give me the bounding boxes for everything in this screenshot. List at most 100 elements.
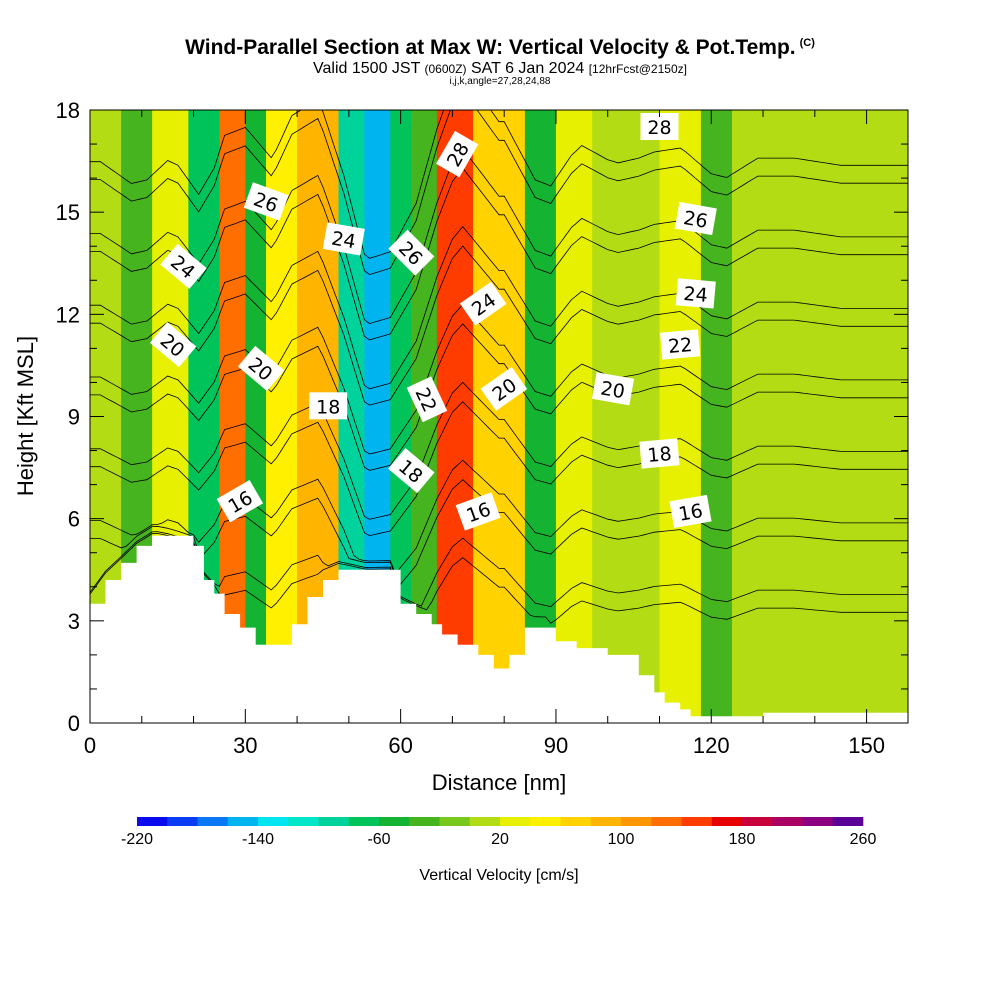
isentrope-label: 18 [639,438,680,469]
colorbar-swatch [742,817,773,826]
velocity-band [245,110,267,723]
colorbar-tick-label: 20 [491,831,509,848]
y-tick-label: 0 [68,711,80,736]
colorbar-swatch [167,817,198,826]
isentrope-label: 20 [591,372,635,406]
velocity-band [731,110,816,723]
velocity-band [814,110,908,723]
isentrope-label: 24 [322,222,365,256]
isentrope-label: 26 [674,201,717,236]
colorbar: -220 -140 -60 20 100 180 260 [121,817,876,848]
colorbar-swatch [651,817,682,826]
chart-subtitle: Valid 1500 JST (0600Z) SAT 6 Jan 2024 [1… [0,60,1000,78]
isentrope-label-box [388,448,435,494]
isentrope-label-box [639,438,680,469]
colorbar-swatch [832,817,864,826]
colorbar-swatch [439,817,471,826]
y-tick-label: 18 [56,98,80,123]
isentrope-label-box [243,182,289,221]
x-tick-label: 150 [848,733,885,758]
isentrope-label-value: 24 [683,283,709,307]
velocity-band [555,110,593,723]
colorbar-swatch [802,817,834,826]
isentrope-line [90,323,908,471]
isentrope-label: 18 [309,392,348,420]
copyright-mark: (C) [799,37,815,49]
axes: 0 30 60 90 120 150 0 3 6 9 12 15 18 [56,98,908,758]
isentrope-label-box [322,222,365,256]
colorbar-tick-label: -220 [121,831,153,848]
y-tick-label: 15 [56,200,80,225]
terrain-fill [90,535,908,723]
terrain [90,535,908,723]
subtitle-run: [12hrFcst@2150z] [588,62,687,76]
velocity-band [628,110,660,723]
x-tick-label: 90 [544,733,568,758]
velocity-band [473,110,526,723]
isentrope-label-box [640,113,679,140]
velocity-band [592,110,629,723]
y-tick-label: 6 [68,507,80,532]
isentrope-line [90,148,908,324]
colorbar-swatch [288,817,319,826]
isentrope-label-box [674,201,717,236]
colorbar-tick-label: 100 [608,831,635,848]
colorbar-swatch [500,817,531,826]
colorbar-swatch [379,817,410,826]
x-tick-label: 60 [388,733,412,758]
colorbar-swatch [227,817,259,826]
colorbar-tick-label: 180 [729,831,756,848]
isentrope-label-box [237,345,285,391]
x-tick-label: 0 [84,733,96,758]
isentrope-label-box [455,492,501,531]
isentrope-label-value: 26 [682,207,710,233]
isentrope-label: 22 [660,329,701,360]
isentrope-line [90,110,908,276]
chart-title: Wind-Parallel Section at Max W: Vertical… [0,36,1000,60]
isentrope-label: 16 [455,492,501,531]
isentrope-label-box [309,392,348,420]
isentrope-label: 24 [675,278,716,309]
colorbar-swatch [258,817,289,826]
colorbar-swatch [681,817,713,826]
velocity-band [700,110,733,723]
colorbar-swatch [348,817,380,826]
isentrope-label-box [669,494,712,529]
isentrope-label: 16 [669,494,712,529]
colorbar-swatch [711,817,743,826]
isentrope-label-value: 16 [677,500,705,526]
isentrope-label-box [160,243,207,289]
isentrope-line [90,532,908,624]
isentrope-line [90,303,908,455]
velocity-band [659,110,702,723]
colorbar-swatch [409,817,440,826]
y-tick-label: 9 [68,405,80,430]
isentrope-label-value: 20 [599,377,627,403]
colorbar-swatch [772,817,803,826]
isentrope-label: 18 [388,448,435,494]
isentrope-line [90,225,908,390]
isentrope-line [90,381,908,520]
isentrope-label-value: 24 [330,227,358,253]
isentrope-label-box [591,372,635,406]
isentrope-label-box [216,479,264,523]
colorbar-swatch [197,817,229,826]
isentrope-line [90,110,908,259]
subtitle-utc-time: (0600Z) [424,62,467,76]
isentrope-label-box [388,229,435,276]
isentrope-label-value: 22 [667,334,693,358]
colorbar-swatch [621,817,652,826]
colorbar-swatch [590,817,622,826]
isentrope-label-box [459,281,507,326]
x-tick-label: 30 [233,733,257,758]
section-params: i,j,k,angle=27,28,24,88 [449,76,551,87]
isentrope-line [90,531,908,608]
isentrope-label-box [480,366,528,411]
isentrope-label-box [149,322,197,368]
colorbar-swatch [318,817,350,826]
isentrope-label-value: 18 [647,443,673,467]
x-axis-title: Distance [nm] [432,770,567,795]
velocity-band [436,110,474,723]
